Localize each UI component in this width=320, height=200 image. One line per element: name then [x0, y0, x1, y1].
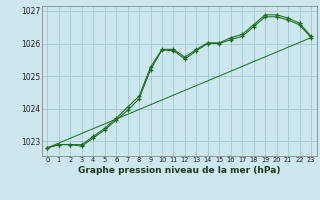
- X-axis label: Graphe pression niveau de la mer (hPa): Graphe pression niveau de la mer (hPa): [78, 166, 280, 175]
